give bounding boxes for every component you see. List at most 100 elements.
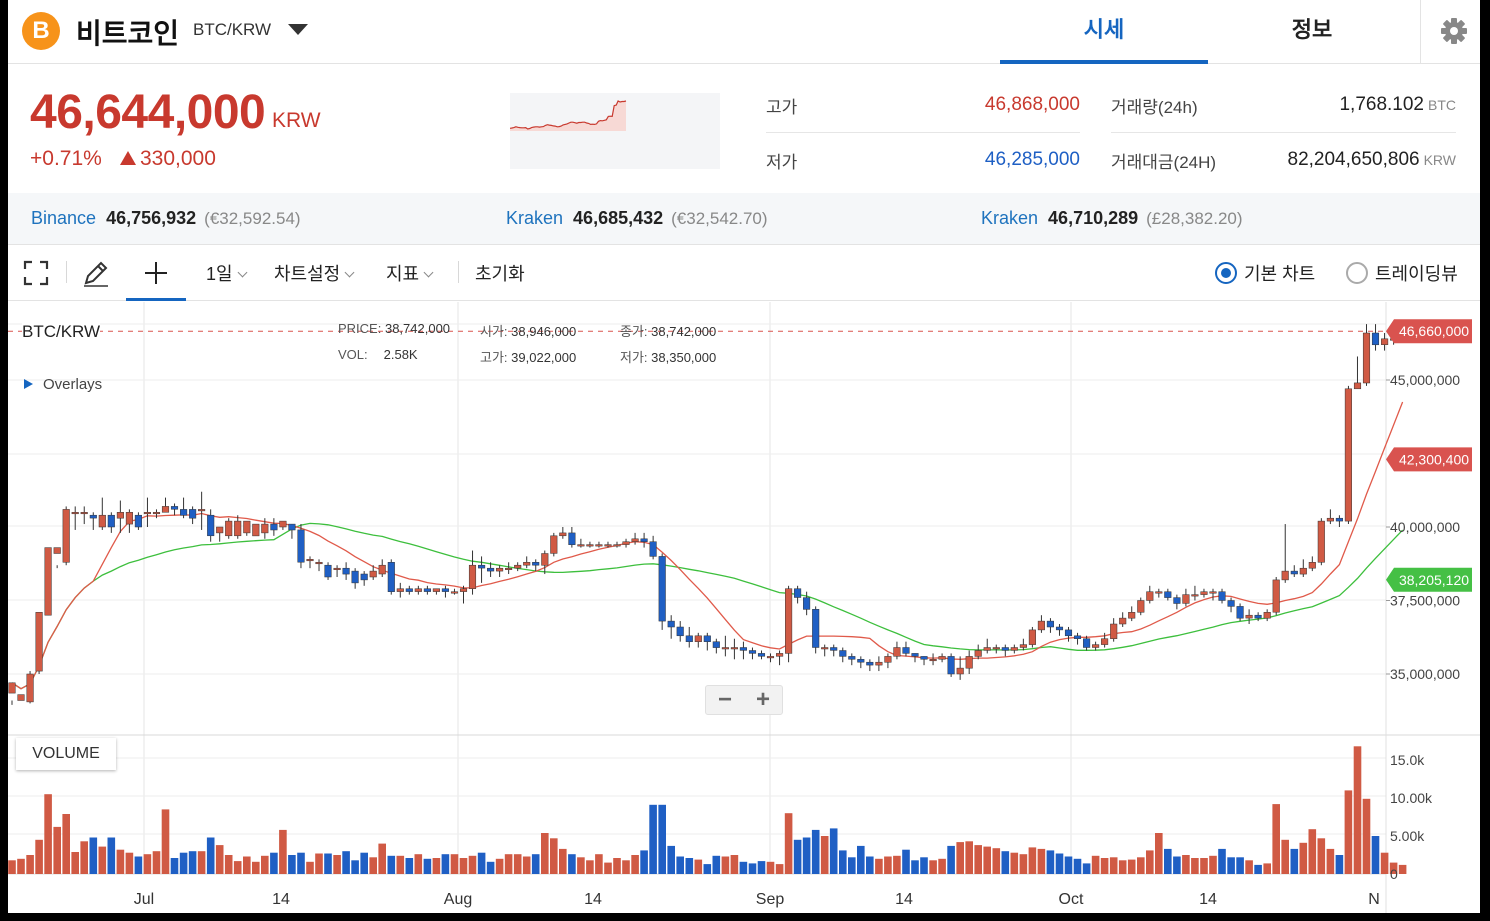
volume-bar [89, 837, 98, 874]
reset-button[interactable]: 초기화 [475, 264, 525, 284]
candle-body [496, 567, 504, 572]
candle-body [586, 544, 594, 547]
candle-body [369, 570, 377, 578]
volume-bar [17, 858, 25, 874]
exchange-name[interactable]: Kraken [981, 208, 1039, 228]
volume-bar [459, 858, 468, 874]
draw-button[interactable] [80, 257, 112, 289]
candle-body [17, 694, 25, 701]
volume-bar [333, 855, 341, 874]
candle-body [1290, 570, 1298, 575]
candle-body [1010, 647, 1018, 651]
pair-dropdown-icon[interactable] [288, 24, 308, 35]
candle-body [1119, 617, 1127, 625]
volume-bar [1191, 858, 1199, 874]
basic-chart-radio[interactable] [1215, 262, 1237, 284]
volume-bar [811, 829, 820, 874]
volume-bar [820, 836, 829, 874]
volume-bar [1173, 856, 1181, 874]
candle-body [44, 547, 52, 616]
volume-bar [188, 851, 197, 874]
candle-body [98, 514, 106, 528]
volume-bar [640, 850, 648, 874]
volume-bar [857, 845, 865, 874]
exchange-name[interactable]: Binance [31, 208, 97, 228]
basic-chart-label[interactable]: 기본 차트 [1244, 264, 1316, 284]
candle-body [62, 509, 70, 563]
candle-body [1046, 620, 1054, 628]
candle-body [947, 656, 955, 675]
volume-bar [829, 828, 838, 874]
coin-header: B 비트코인 BTC/KRW 시세 정보 [8, 0, 1480, 64]
volume-bar [884, 856, 892, 874]
time-axis-label: 14 [1199, 891, 1217, 908]
volume-bar [179, 852, 188, 874]
tab-quote[interactable]: 시세 [1000, 0, 1208, 64]
volume-bar [983, 846, 991, 874]
overlays-toggle[interactable]: Overlays [24, 376, 102, 393]
candle-body [243, 520, 251, 534]
price-chart[interactable]: 45,000,000 40,000,000 37,500,000 35,000,000… [8, 302, 1480, 913]
candle-body [252, 523, 260, 537]
tab-info[interactable]: 정보 [1291, 17, 1333, 42]
volume-bar [802, 837, 811, 874]
volume-bar [306, 861, 314, 874]
volume-bar [1073, 858, 1082, 874]
current-price-tag-bg [1386, 319, 1472, 344]
zoom-control: − + [705, 685, 783, 715]
interval-select[interactable]: 1일 [206, 260, 248, 286]
volume-bar [233, 861, 242, 874]
volume-bar [1046, 850, 1055, 874]
volume-bar [1380, 852, 1389, 874]
candle-body [974, 650, 982, 657]
fullscreen-button[interactable] [20, 257, 52, 289]
volume-bar [243, 856, 251, 874]
settings-button[interactable] [1420, 0, 1480, 64]
volume-bar [152, 851, 161, 874]
tradingview-radio[interactable] [1346, 262, 1368, 284]
indicators-menu[interactable]: 지표 [386, 260, 434, 286]
candle-body [929, 659, 937, 662]
candle-body [1073, 635, 1082, 639]
candle-body [694, 635, 702, 642]
volume-bar [866, 856, 874, 874]
candle-body [1182, 594, 1190, 604]
amount-label: 거래대금(24H) [1111, 153, 1217, 172]
crosshair-button[interactable] [126, 245, 186, 301]
crosshair-icon [145, 262, 167, 284]
volume-bar [107, 837, 116, 874]
volume-bar [477, 852, 486, 874]
legend-volume: VOL: 2.58K [338, 347, 418, 362]
volume-bar [1064, 856, 1073, 874]
candle-body [297, 529, 305, 563]
candle-body [1173, 597, 1181, 604]
tradingview-label[interactable]: 트레이딩뷰 [1375, 264, 1458, 284]
candle-body [161, 506, 170, 513]
sparkline-chart [509, 93, 720, 169]
candle-body [577, 544, 585, 547]
ma-long-tag-bg [1386, 567, 1472, 592]
volume-bar [875, 858, 883, 874]
volume-bar [170, 858, 179, 874]
volume-bar [992, 848, 1001, 874]
expand-triangle-icon [24, 379, 33, 389]
candle-body [378, 564, 386, 575]
time-axis-label: Jul [134, 891, 154, 908]
zoom-out-button[interactable]: − [717, 686, 732, 713]
volume-bar [703, 864, 712, 874]
candle-body [604, 544, 612, 547]
volume-bar [1182, 855, 1190, 874]
zoom-in-button[interactable]: + [755, 686, 770, 713]
candle-body [450, 591, 459, 594]
volume-bar [1209, 855, 1217, 874]
volume-bar [929, 860, 937, 874]
chart-canvas[interactable]: 45,000,000 40,000,000 37,500,000 35,000,000… [8, 302, 1480, 913]
exchange-name[interactable]: Kraken [506, 208, 564, 228]
volume-bar [1001, 851, 1010, 874]
chart-toolbar: 1일 차트설정 지표 초기화 기본 차트 트레이딩뷰 [8, 245, 1480, 301]
candle-body [53, 547, 61, 554]
chart-settings-menu[interactable]: 차트설정 [274, 260, 355, 286]
candle-body [1191, 594, 1199, 597]
volume-bar [712, 855, 721, 874]
candle-body [920, 656, 928, 660]
